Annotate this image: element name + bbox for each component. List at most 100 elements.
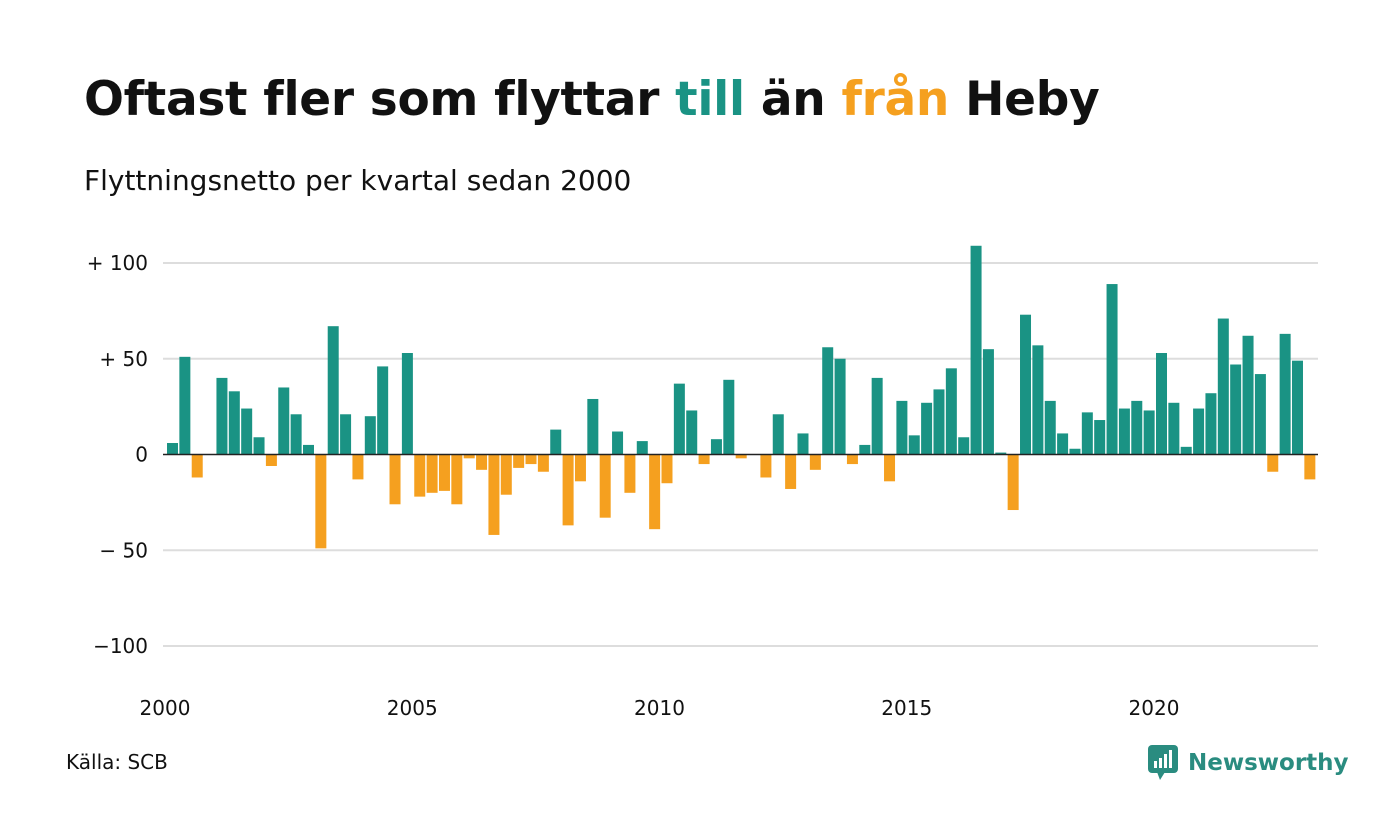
bar xyxy=(340,414,352,455)
bar xyxy=(1180,446,1192,455)
bar xyxy=(1291,360,1303,455)
bar xyxy=(525,454,537,465)
bar xyxy=(760,454,772,478)
bar xyxy=(1143,410,1155,455)
chart-subtitle: Flyttningsnetto per kvartal sedan 2000 xyxy=(84,164,632,197)
bar xyxy=(624,454,636,493)
bar xyxy=(290,414,302,455)
bar xyxy=(587,398,599,455)
bar xyxy=(785,454,797,489)
bar xyxy=(945,368,957,455)
bar xyxy=(1193,408,1205,455)
bar xyxy=(500,454,512,495)
y-tick-label: + 50 xyxy=(99,347,148,371)
bar xyxy=(537,454,549,472)
bar xyxy=(401,353,413,455)
bar xyxy=(896,400,908,455)
x-tick-label: 2010 xyxy=(634,696,685,720)
bar xyxy=(1131,400,1143,455)
bar xyxy=(574,454,586,482)
bar-chart: + 100 + 50 0 − 50 −100 2000 2005 2010 2015 2020 xyxy=(87,245,1318,720)
bar xyxy=(612,431,624,455)
bar xyxy=(488,454,500,535)
bar xyxy=(278,387,290,455)
bar xyxy=(315,454,327,549)
bar xyxy=(686,410,698,455)
bar xyxy=(735,454,747,459)
bar xyxy=(1032,345,1044,455)
bar xyxy=(513,454,525,468)
newsworthy-logo-text: Newsworthy xyxy=(1188,750,1349,776)
bar xyxy=(1279,333,1291,455)
bar xyxy=(1044,400,1056,455)
title-till: till xyxy=(675,72,745,127)
bar xyxy=(1106,284,1118,455)
bar xyxy=(649,454,661,530)
y-tick-label: − 50 xyxy=(99,538,148,562)
newsworthy-logo: Newsworthy xyxy=(1148,745,1349,781)
bar xyxy=(352,454,364,480)
bar xyxy=(451,454,463,505)
bar xyxy=(661,454,673,484)
bar xyxy=(550,429,562,455)
bar xyxy=(191,454,203,478)
bar xyxy=(673,383,685,455)
bar xyxy=(179,356,191,455)
bar xyxy=(438,454,450,491)
bar xyxy=(859,444,871,455)
bar xyxy=(1118,408,1130,455)
newsworthy-logo-icon xyxy=(1148,745,1178,780)
title-middle: än xyxy=(744,72,842,127)
bar xyxy=(809,454,821,470)
bar xyxy=(871,377,883,455)
bar xyxy=(1069,448,1081,455)
bar xyxy=(327,326,339,455)
bar xyxy=(723,379,735,455)
bar xyxy=(797,433,809,455)
bar xyxy=(1081,412,1093,455)
bar xyxy=(1304,454,1316,480)
bar xyxy=(698,454,710,465)
grid-lines xyxy=(163,262,1318,647)
bar xyxy=(884,454,896,482)
bar xyxy=(302,444,314,455)
bar xyxy=(995,452,1007,455)
bar xyxy=(772,414,784,455)
bar xyxy=(389,454,401,505)
bar xyxy=(364,416,376,455)
bar xyxy=(476,454,488,470)
bar xyxy=(1254,374,1266,455)
bar xyxy=(599,454,611,518)
x-tick-label: 2020 xyxy=(1129,696,1180,720)
bar xyxy=(1205,393,1217,455)
bar xyxy=(1020,314,1032,455)
bar xyxy=(241,408,253,455)
y-tick-label: 0 xyxy=(135,443,148,467)
bar xyxy=(228,391,240,455)
bar xyxy=(562,454,574,526)
bar xyxy=(982,349,994,455)
bar xyxy=(822,347,834,455)
bar xyxy=(1267,454,1279,472)
bar xyxy=(1057,433,1069,455)
bar xyxy=(834,358,846,455)
bar xyxy=(216,377,228,455)
bar xyxy=(426,454,438,493)
bar xyxy=(1230,364,1242,455)
bar xyxy=(253,437,265,455)
source-note: Källa: SCB xyxy=(66,750,168,774)
bar xyxy=(710,439,722,455)
bar xyxy=(958,437,970,455)
bar xyxy=(636,441,648,455)
y-tick-label: + 100 xyxy=(87,251,148,275)
bar xyxy=(1094,420,1106,455)
title-fran: från xyxy=(841,72,950,127)
x-tick-label: 2000 xyxy=(140,696,191,720)
bar xyxy=(1168,402,1180,455)
title-suffix: Heby xyxy=(949,72,1100,127)
bar xyxy=(1156,353,1167,455)
bar xyxy=(970,245,982,455)
bar xyxy=(1217,318,1229,455)
bar xyxy=(921,402,933,455)
bar xyxy=(933,389,945,455)
